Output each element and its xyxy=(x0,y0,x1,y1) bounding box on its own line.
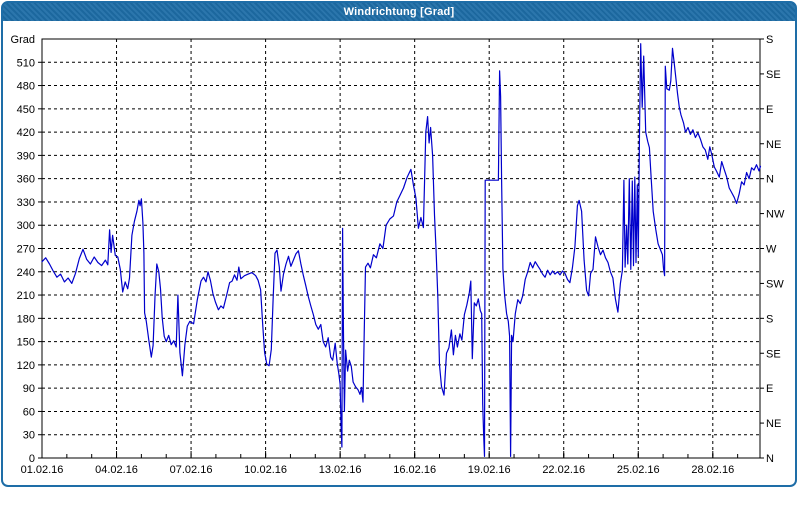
y-axis-unit-label: Grad xyxy=(11,34,35,46)
y-axis-label: 180 xyxy=(17,313,35,325)
y-axis-label: 270 xyxy=(17,244,35,256)
compass-label: E xyxy=(766,104,773,116)
compass-label: SW xyxy=(766,278,784,290)
y-axis-label: 120 xyxy=(17,360,35,372)
x-axis-date-label: 13.02.16 xyxy=(319,464,362,476)
y-axis-label: 420 xyxy=(17,127,35,139)
compass-label: NE xyxy=(766,139,781,151)
x-axis-date-label: 28.02.16 xyxy=(691,464,734,476)
compass-label: N xyxy=(766,453,774,465)
series-line-windrichtung xyxy=(41,43,762,457)
y-axis-label: 60 xyxy=(23,406,35,418)
x-axis-date-label: 19.02.16 xyxy=(468,464,511,476)
compass-label: SE xyxy=(766,348,781,360)
x-axis-date-label: 07.02.16 xyxy=(170,464,213,476)
y-axis-label: 450 xyxy=(17,104,35,116)
x-axis-date-label: 04.02.16 xyxy=(95,464,138,476)
x-axis-date-label: 10.02.16 xyxy=(244,464,287,476)
y-axis-label: 150 xyxy=(17,337,35,349)
y-axis-label: 510 xyxy=(17,57,35,69)
y-axis-label: 30 xyxy=(23,430,35,442)
compass-label: S xyxy=(766,34,773,46)
x-axis-date-label: 25.02.16 xyxy=(617,464,660,476)
compass-label: E xyxy=(766,383,773,395)
y-axis-label: 300 xyxy=(17,220,35,232)
y-axis-label: 330 xyxy=(17,197,35,209)
y-axis-label: 240 xyxy=(17,267,35,279)
compass-label: W xyxy=(766,244,777,256)
compass-label: SE xyxy=(766,69,781,81)
y-axis-label: 480 xyxy=(17,81,35,93)
window-title: Windrichtung [Grad] xyxy=(343,6,455,18)
x-axis-date-label: 16.02.16 xyxy=(393,464,436,476)
compass-label: NE xyxy=(766,418,781,430)
plot-frame xyxy=(41,38,761,459)
compass-label: S xyxy=(766,313,773,325)
compass-label: NW xyxy=(766,209,785,221)
compass-label: N xyxy=(766,174,774,186)
y-axis-label: 360 xyxy=(17,174,35,186)
y-axis-label: 0 xyxy=(29,453,35,465)
x-axis-date-label: 01.02.16 xyxy=(21,464,64,476)
y-axis-label: 390 xyxy=(17,150,35,162)
title-bar[interactable]: Windrichtung [Grad] xyxy=(3,3,795,21)
y-axis-label: 90 xyxy=(23,383,35,395)
y-axis-label: 210 xyxy=(17,290,35,302)
x-axis-date-label: 22.02.16 xyxy=(542,464,585,476)
